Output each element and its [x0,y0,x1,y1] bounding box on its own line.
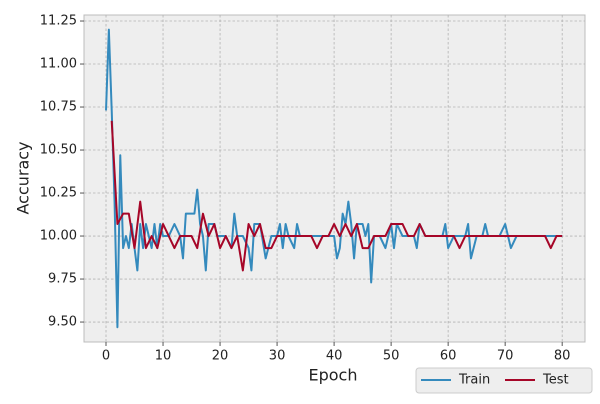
x-tick-label: 60 [440,349,457,364]
x-tick-label: 10 [155,349,172,364]
legend-label: Test [542,373,569,388]
y-tick-label: 11.25 [40,14,77,29]
y-tick-label: 10.00 [40,229,77,244]
y-tick-label: 11.00 [40,57,77,72]
legend-label: Train [458,373,490,388]
y-tick-label: 10.75 [40,100,77,115]
x-tick-label: 50 [383,349,400,364]
x-tick-label: 80 [554,349,571,364]
y-tick-label: 10.25 [40,186,77,201]
y-axis-label: Accuracy [14,141,33,214]
x-tick-label: 20 [212,349,229,364]
y-tick-label: 10.50 [40,143,77,158]
x-tick-label: 70 [497,349,514,364]
x-axis-label: Epoch [309,366,358,385]
x-tick-label: 0 [102,349,110,364]
legend [415,367,593,394]
x-tick-label: 40 [326,349,343,364]
y-tick-label: 9.50 [48,315,77,330]
series-line [110,120,563,272]
y-tick-label: 9.75 [48,272,77,287]
x-tick-label: 30 [269,349,286,364]
